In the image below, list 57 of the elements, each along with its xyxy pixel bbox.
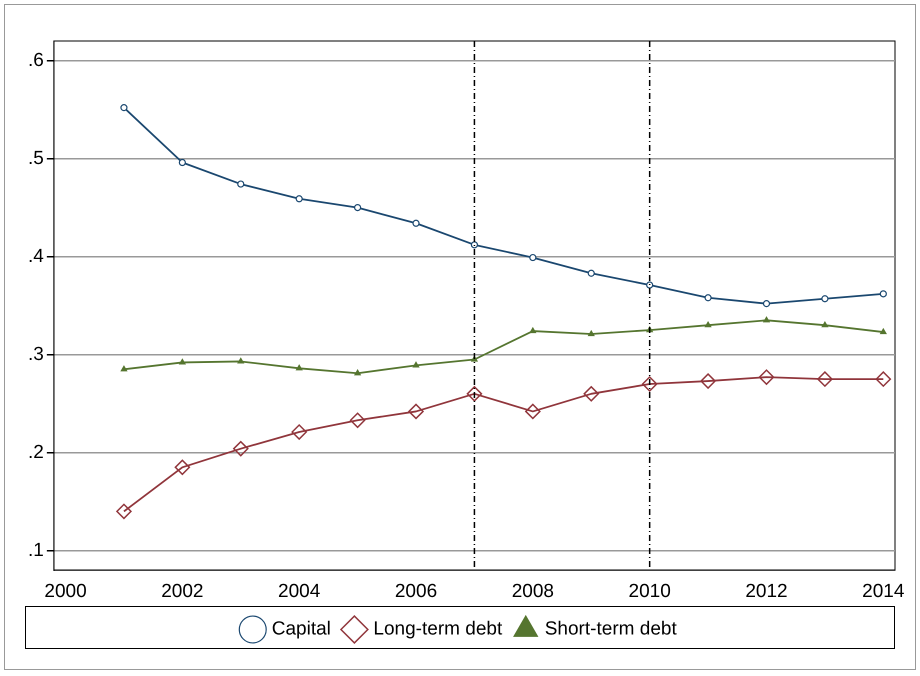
point bbox=[178, 158, 186, 166]
y-tick-label: .5 bbox=[28, 148, 44, 169]
x-tick-label: 2008 bbox=[512, 580, 554, 602]
point bbox=[470, 241, 478, 248]
point bbox=[525, 404, 541, 420]
point bbox=[296, 364, 302, 370]
point bbox=[291, 424, 307, 440]
point bbox=[179, 358, 186, 365]
point bbox=[350, 412, 366, 428]
point bbox=[646, 281, 654, 289]
x-tick-label: 2006 bbox=[394, 580, 438, 602]
point bbox=[116, 504, 132, 520]
x-tick-label: 2012 bbox=[745, 580, 788, 602]
point bbox=[529, 254, 536, 262]
point bbox=[876, 371, 892, 387]
x-tick-label: 2010 bbox=[628, 580, 671, 602]
point bbox=[588, 330, 594, 336]
point bbox=[588, 270, 595, 277]
x-tick-label: 2000 bbox=[44, 580, 87, 602]
point bbox=[700, 373, 716, 389]
point bbox=[763, 316, 770, 322]
point bbox=[584, 386, 599, 402]
point bbox=[233, 440, 249, 456]
point bbox=[237, 180, 244, 188]
point bbox=[880, 328, 887, 334]
y-tick-label: .1 bbox=[28, 540, 44, 561]
y-tick-label: .2 bbox=[28, 442, 44, 463]
legend-label: Long-term debt bbox=[373, 618, 503, 640]
legend-label: Capital bbox=[272, 618, 331, 640]
legend-label: Short-term debt bbox=[544, 618, 678, 640]
point bbox=[296, 195, 303, 202]
point bbox=[412, 220, 420, 227]
point bbox=[238, 358, 244, 364]
point bbox=[880, 290, 887, 298]
x-tick-label: 2014 bbox=[862, 580, 905, 602]
point bbox=[408, 404, 424, 420]
point bbox=[762, 300, 770, 308]
point bbox=[120, 366, 128, 372]
point bbox=[704, 294, 712, 302]
point bbox=[642, 376, 658, 392]
y-tick-label: .3 bbox=[28, 344, 44, 365]
point bbox=[704, 322, 712, 328]
point bbox=[412, 362, 420, 368]
y-tick-label: .6 bbox=[28, 50, 44, 71]
point bbox=[174, 460, 190, 476]
x-tick-label: 2002 bbox=[161, 580, 204, 602]
point bbox=[354, 370, 361, 376]
point bbox=[354, 204, 362, 212]
point bbox=[530, 327, 536, 334]
point bbox=[758, 369, 774, 385]
point bbox=[817, 371, 833, 387]
point bbox=[120, 104, 128, 112]
y-tick-label: .4 bbox=[28, 246, 44, 267]
point bbox=[466, 386, 482, 402]
point bbox=[821, 295, 829, 302]
point bbox=[822, 322, 828, 328]
x-tick-label: 2004 bbox=[278, 580, 321, 602]
